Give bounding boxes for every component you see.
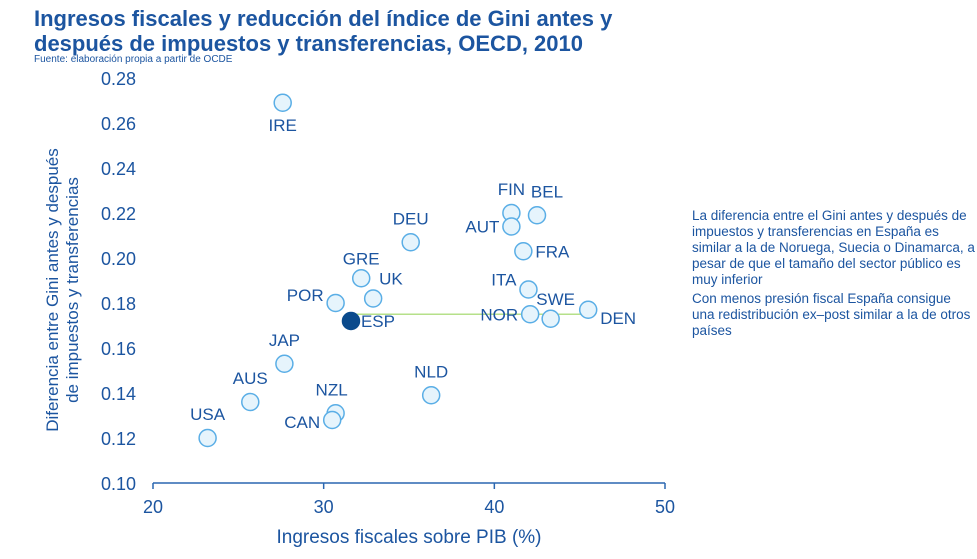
- y-axis-label: Diferencia entre Gini antes y despuésde …: [43, 148, 82, 432]
- chart-title: Ingresos fiscales y reducción del índice…: [34, 6, 612, 56]
- data-point-den: [578, 300, 598, 319]
- y-tick-label: 0.26: [101, 114, 136, 134]
- point-label-nzl: NZL: [316, 380, 348, 399]
- data-point-nor: [520, 305, 540, 324]
- point-label-deu: DEU: [393, 209, 429, 228]
- data-point-bel: [527, 206, 547, 225]
- y-tick-label: 0.12: [101, 429, 136, 449]
- data-point-can: [322, 410, 342, 430]
- y-tick-label: 0.28: [101, 69, 136, 89]
- point-label-nld: NLD: [414, 362, 448, 381]
- data-point-uk: [363, 289, 383, 308]
- y-tick-label: 0.10: [101, 474, 136, 494]
- data-point-swe: [541, 309, 560, 328]
- x-axis-label: Ingresos fiscales sobre PIB (%): [276, 527, 541, 548]
- point-label-uk: UK: [379, 270, 403, 289]
- y-tick-label: 0.20: [101, 249, 136, 269]
- point-label-swe: SWE: [536, 290, 575, 309]
- annotation-note-1: La diferencia entre el Gini antes y desp…: [692, 208, 975, 287]
- point-label-bel: BEL: [531, 182, 563, 201]
- y-tick-label: 0.16: [101, 339, 136, 359]
- data-point-aus: [241, 392, 260, 412]
- y-tick-label: 0.22: [101, 204, 136, 224]
- data-point-jap: [275, 354, 294, 373]
- data-point-nld: [421, 386, 441, 405]
- data-point-usa: [198, 428, 217, 448]
- data-point-por: [326, 293, 345, 313]
- data-point-deu: [401, 233, 420, 252]
- point-label-esp: ESP: [361, 312, 395, 331]
- data-point-ita: [519, 280, 538, 299]
- point-label-fin: FIN: [498, 180, 525, 199]
- x-tick-label: 50: [655, 497, 675, 517]
- x-tick-label: 30: [314, 497, 334, 517]
- y-tick-label: 0.14: [101, 384, 136, 404]
- y-tick-label: 0.24: [101, 159, 136, 179]
- point-label-aus: AUS: [233, 369, 268, 388]
- data-point-ire: [273, 93, 292, 112]
- point-label-den: DEN: [600, 309, 636, 328]
- data-point-esp: [341, 311, 361, 331]
- y-tick-label: 0.18: [101, 294, 136, 314]
- title-line-1: Ingresos fiscales y reducción del índice…: [34, 6, 613, 31]
- point-label-fra: FRA: [535, 242, 570, 261]
- point-label-usa: USA: [190, 405, 226, 424]
- chart-source: Fuente: elaboración propia a partir de O…: [34, 54, 233, 65]
- point-label-ita: ITA: [491, 271, 517, 290]
- data-point-gre: [351, 269, 371, 288]
- point-label-nor: NOR: [480, 305, 518, 324]
- data-point-fra: [514, 242, 533, 261]
- point-label-gre: GRE: [343, 249, 380, 268]
- point-label-por: POR: [287, 286, 324, 305]
- x-tick-label: 40: [484, 497, 504, 517]
- point-label-jap: JAP: [269, 331, 300, 350]
- x-tick-label: 20: [143, 497, 163, 517]
- annotation-note-2: Con menos presión fiscal España consigue…: [692, 291, 971, 338]
- point-label-can: CAN: [284, 413, 320, 432]
- title-line-2: después de impuestos y transferencias, O…: [34, 31, 584, 56]
- point-label-aut: AUT: [465, 218, 499, 237]
- point-label-ire: IRE: [269, 116, 297, 135]
- data-point-aut: [502, 217, 521, 236]
